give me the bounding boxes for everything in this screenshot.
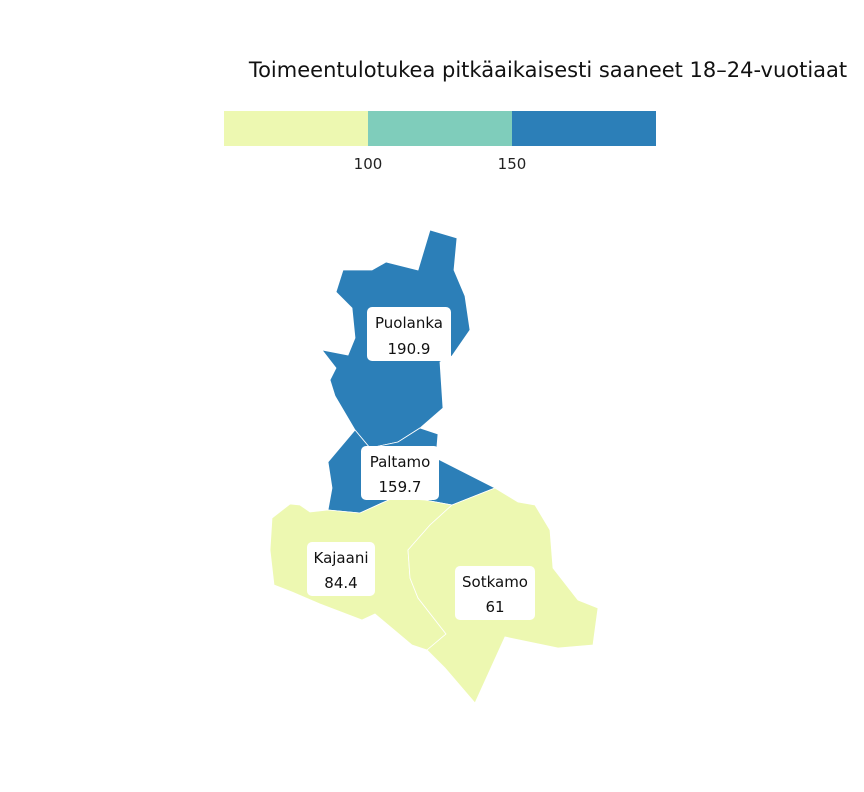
label-name-kajaani: Kajaani bbox=[314, 549, 369, 567]
label-name-sotkamo: Sotkamo bbox=[462, 573, 528, 591]
region-labels: Puolanka 190.9 Paltamo 159.7 Kajaani 84.… bbox=[307, 307, 535, 620]
legend: 100 150 bbox=[224, 111, 656, 173]
label-box-kajaani bbox=[307, 542, 375, 596]
legend-tick-150: 150 bbox=[498, 155, 527, 173]
label-box-paltamo bbox=[361, 446, 439, 500]
label-box-sotkamo bbox=[455, 566, 535, 620]
legend-bin-mid bbox=[368, 111, 512, 146]
label-value-sotkamo: 61 bbox=[485, 598, 504, 616]
label-value-paltamo: 159.7 bbox=[379, 478, 422, 496]
legend-bin-low bbox=[224, 111, 368, 146]
label-kajaani: Kajaani 84.4 bbox=[307, 542, 375, 596]
label-value-kajaani: 84.4 bbox=[324, 574, 357, 592]
label-name-puolanka: Puolanka bbox=[375, 314, 443, 332]
label-sotkamo: Sotkamo 61 bbox=[455, 566, 535, 620]
label-value-puolanka: 190.9 bbox=[388, 340, 431, 358]
label-puolanka: Puolanka 190.9 bbox=[367, 307, 451, 361]
label-name-paltamo: Paltamo bbox=[370, 453, 431, 471]
legend-tick-100: 100 bbox=[354, 155, 383, 173]
legend-bin-high bbox=[512, 111, 656, 146]
label-paltamo: Paltamo 159.7 bbox=[361, 446, 439, 500]
map-title: Toimeentulotukea pitkäaikaisesti saaneet… bbox=[248, 58, 847, 82]
label-box-puolanka bbox=[367, 307, 451, 361]
